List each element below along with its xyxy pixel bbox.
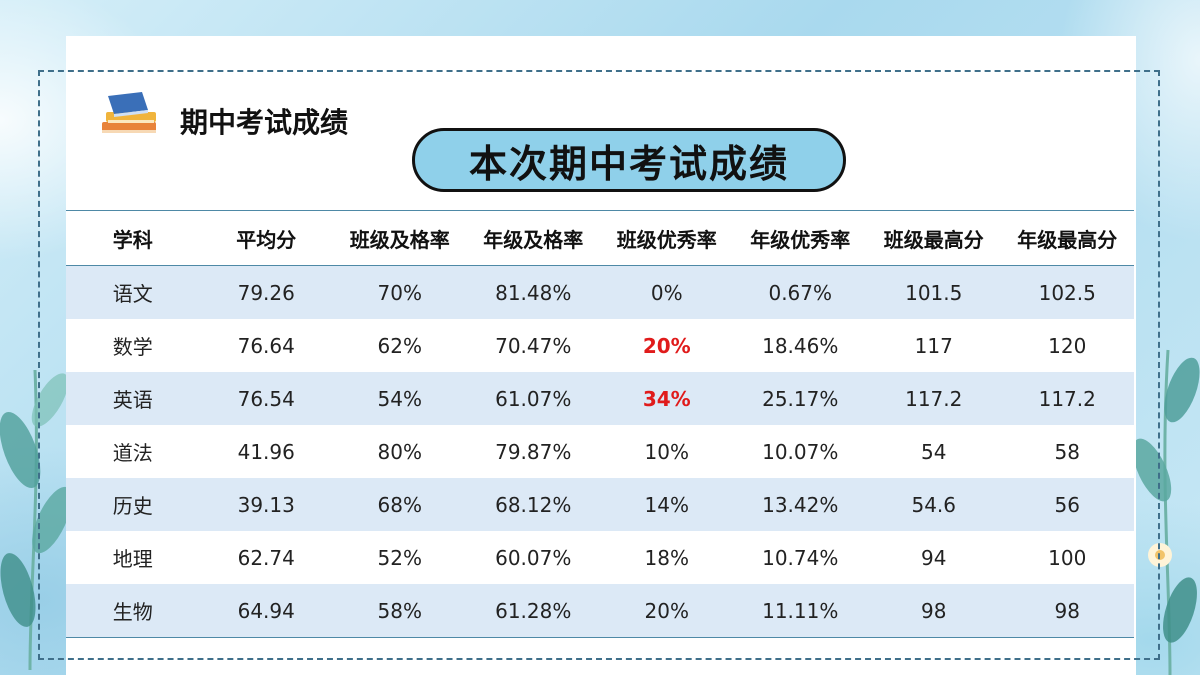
table-cell: 56 <box>1000 478 1134 531</box>
table-cell: 历史 <box>66 478 200 531</box>
table-cell: 54.6 <box>867 478 1001 531</box>
table-cell: 0.67% <box>733 265 867 319</box>
table-cell: 94 <box>867 531 1001 584</box>
table-cell: 52% <box>333 531 467 584</box>
table-cell: 117.2 <box>1000 372 1134 425</box>
table-cell: 10.07% <box>733 425 867 478</box>
scores-table: 学科 平均分 班级及格率 年级及格率 班级优秀率 年级优秀率 班级最高分 年级最… <box>66 210 1134 638</box>
table-row: 道法 41.96 80% 79.87% 10% 10.07% 54 58 <box>66 425 1134 478</box>
table-cell: 76.64 <box>199 319 333 372</box>
table-cell: 10% <box>600 425 734 478</box>
table-cell: 11.11% <box>733 584 867 638</box>
table-cell: 98 <box>1000 584 1134 638</box>
table-cell: 101.5 <box>867 265 1001 319</box>
table-cell: 13.42% <box>733 478 867 531</box>
table-cell: 地理 <box>66 531 200 584</box>
table-row: 数学 76.64 62% 70.47% 20% 18.46% 117 120 <box>66 319 1134 372</box>
banner-title: 本次期中考试成绩 <box>412 128 846 192</box>
table-row: 语文 79.26 70% 81.48% 0% 0.67% 101.5 102.5 <box>66 265 1134 319</box>
table-cell: 18.46% <box>733 319 867 372</box>
table-cell: 61.28% <box>466 584 600 638</box>
table-cell: 70.47% <box>466 319 600 372</box>
table-cell: 117.2 <box>867 372 1001 425</box>
table-cell: 62% <box>333 319 467 372</box>
header-class-max: 班级最高分 <box>883 227 984 252</box>
table-cell: 80% <box>333 425 467 478</box>
table-cell: 81.48% <box>466 265 600 319</box>
table-cell: 25.17% <box>733 372 867 425</box>
table-cell: 58% <box>333 584 467 638</box>
table-cell: 79.26 <box>199 265 333 319</box>
table-cell: 60.07% <box>466 531 600 584</box>
table-row: 生物 64.94 58% 61.28% 20% 11.11% 98 98 <box>66 584 1134 638</box>
table-cell: 39.13 <box>199 478 333 531</box>
header-grade-excellent-rate: 年级优秀率 <box>750 227 851 252</box>
table-cell: 41.96 <box>199 425 333 478</box>
leaf-decoration-right-icon <box>1132 349 1200 675</box>
table-cell: 20% <box>600 584 734 638</box>
header-grade-max: 年级最高分 <box>1017 227 1118 252</box>
table-cell: 20% <box>600 319 734 372</box>
table-cell: 79.87% <box>466 425 600 478</box>
table-cell: 0% <box>600 265 734 319</box>
table-row: 历史 39.13 68% 68.12% 14% 13.42% 54.6 56 <box>66 478 1134 531</box>
table-cell: 62.74 <box>199 531 333 584</box>
table-cell: 英语 <box>66 372 200 425</box>
header-grade-pass-rate: 年级及格率 <box>483 227 584 252</box>
table-cell: 数学 <box>66 319 200 372</box>
table-cell: 语文 <box>66 265 200 319</box>
table-cell: 68% <box>333 478 467 531</box>
table-cell: 117 <box>867 319 1001 372</box>
table-cell: 70% <box>333 265 467 319</box>
section-title: 期中考试成绩 <box>180 106 349 139</box>
table-cell: 64.94 <box>199 584 333 638</box>
table-cell: 18% <box>600 531 734 584</box>
dashed-frame <box>38 70 1160 660</box>
table-cell: 58 <box>1000 425 1134 478</box>
table-cell: 120 <box>1000 319 1134 372</box>
table-cell: 10.74% <box>733 531 867 584</box>
table-cell: 14% <box>600 478 734 531</box>
table-cell: 34% <box>600 372 734 425</box>
table-row: 英语 76.54 54% 61.07% 34% 25.17% 117.2 117.2 <box>66 372 1134 425</box>
header-subject: 学科 <box>112 227 153 252</box>
table-cell: 76.54 <box>199 372 333 425</box>
table-cell: 68.12% <box>466 478 600 531</box>
table-cell: 道法 <box>66 425 200 478</box>
table-cell: 61.07% <box>466 372 600 425</box>
table-cell: 102.5 <box>1000 265 1134 319</box>
leaf-decoration-left-icon <box>0 369 72 670</box>
header-average: 平均分 <box>236 227 297 252</box>
header-class-excellent-rate: 班级优秀率 <box>616 227 717 252</box>
table-header-row: 学科 平均分 班级及格率 年级及格率 班级优秀率 年级优秀率 班级最高分 年级最… <box>66 210 1134 266</box>
table-cell: 54 <box>867 425 1001 478</box>
table-cell: 98 <box>867 584 1001 638</box>
books-icon <box>102 92 156 133</box>
table-cell: 54% <box>333 372 467 425</box>
header-class-pass-rate: 班级及格率 <box>349 227 450 252</box>
table-row: 地理 62.74 52% 60.07% 18% 10.74% 94 100 <box>66 531 1134 584</box>
table-cell: 生物 <box>66 584 200 638</box>
table-cell: 100 <box>1000 531 1134 584</box>
